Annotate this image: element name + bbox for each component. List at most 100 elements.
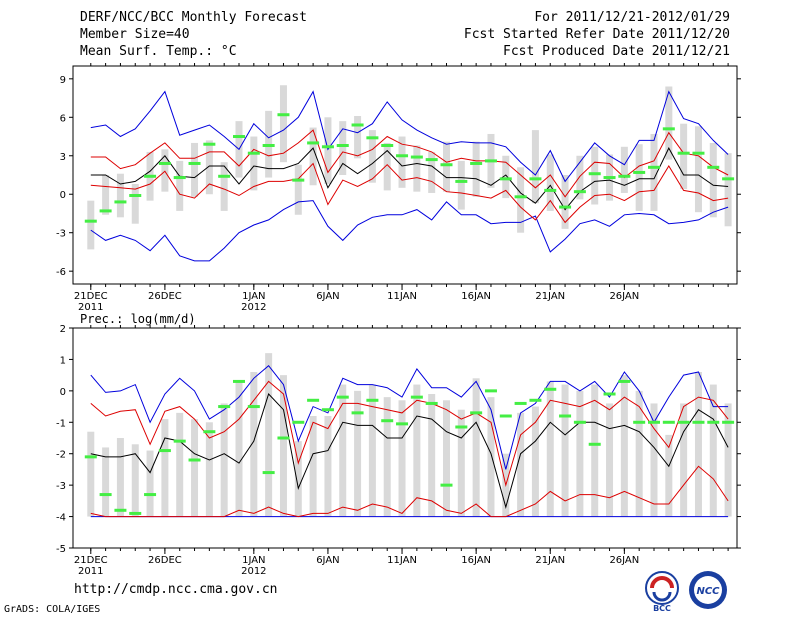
obs-mark: [84, 455, 97, 459]
spread-box: [131, 183, 139, 224]
spread-box: [87, 200, 95, 250]
spread-box: [339, 121, 347, 175]
obs-mark: [692, 420, 705, 424]
spread-box: [294, 164, 302, 215]
spread-box: [546, 381, 554, 517]
obs-mark: [514, 401, 527, 405]
obs-mark: [425, 401, 438, 405]
grads-credit: GrADS: COLA/IGES: [4, 604, 101, 615]
spread-box: [324, 416, 332, 517]
obs-mark: [559, 205, 572, 209]
y-tick-label: 6: [60, 113, 66, 124]
obs-mark: [470, 161, 483, 165]
spread-box: [205, 422, 213, 517]
obs-mark: [633, 420, 646, 424]
y-tick-label: -3: [56, 229, 66, 240]
obs-mark: [307, 141, 320, 145]
outer-min-line: [90, 200, 729, 262]
spread-box: [472, 141, 480, 197]
obs-mark: [218, 174, 231, 178]
spread-box: [457, 160, 465, 210]
obs-mark: [707, 165, 720, 169]
obs-mark: [262, 144, 275, 148]
obs-mark: [262, 471, 275, 475]
obs-mark: [366, 398, 379, 402]
obs-mark: [470, 411, 483, 415]
x-tick-label: 26JAN: [609, 555, 639, 566]
y-tick-label: 1: [60, 355, 66, 366]
source-url[interactable]: http://cmdp.ncc.cma.gov.cn: [74, 582, 278, 597]
spread-box: [443, 141, 450, 192]
median-line: [90, 393, 729, 509]
spread-box: [309, 416, 317, 517]
y-tick-label: -4: [56, 513, 66, 524]
obs-mark: [277, 113, 290, 117]
spread-box: [709, 142, 717, 218]
spread-box: [576, 155, 584, 200]
obs-mark: [307, 398, 320, 402]
obs-mark: [455, 179, 468, 183]
obs-mark: [633, 170, 646, 174]
spread-box: [443, 400, 450, 517]
spread-box: [502, 155, 510, 199]
obs-mark: [662, 127, 675, 131]
obs-mark: [381, 144, 394, 148]
obs-mark: [277, 436, 290, 440]
obs-mark: [618, 174, 631, 178]
spread-box: [413, 384, 421, 517]
x-tick-year: 2011: [78, 302, 103, 313]
spread-box: [620, 375, 628, 517]
spread-box: [694, 126, 702, 213]
panel2-label: Prec.: log(mm/d): [80, 312, 196, 326]
spread-box: [116, 173, 124, 218]
y-tick-label: -3: [56, 481, 66, 492]
obs-group: [84, 379, 735, 515]
obs-mark: [321, 408, 334, 412]
obs-mark: [677, 151, 690, 155]
obs-group: [84, 113, 735, 223]
spread-box: [368, 130, 376, 183]
spread-box: [368, 384, 376, 517]
spread-box: [561, 175, 569, 229]
obs-mark: [440, 483, 453, 487]
y-tick-label: 0: [60, 387, 66, 398]
obs-mark: [425, 158, 438, 162]
obs-mark: [484, 389, 497, 393]
spread-box: [102, 175, 110, 215]
x-tick-label: 26DEC: [148, 555, 182, 566]
obs-mark: [662, 420, 675, 424]
spread-box: [576, 390, 584, 517]
forecast-period: For 2011/12/21-2012/01/29: [534, 10, 730, 25]
spread-box: [606, 403, 614, 517]
spread-box: [191, 142, 199, 197]
spread-box: [205, 140, 213, 195]
x-tick-label: 11JAN: [387, 291, 417, 302]
spread-box: [294, 441, 302, 517]
median-line: [90, 147, 729, 211]
obs-mark: [573, 190, 586, 194]
y-tick-label: 3: [60, 152, 66, 163]
obs-mark: [692, 151, 705, 155]
spread-box: [279, 375, 287, 517]
obs-mark: [336, 395, 349, 399]
obs-mark: [529, 177, 542, 181]
spread-box: [354, 390, 362, 517]
spread-box: [398, 136, 406, 188]
spread-box: [680, 123, 688, 190]
obs-mark: [158, 449, 171, 453]
x-tick-label: 21JAN: [535, 555, 565, 566]
spread-box: [279, 85, 287, 163]
x-tick-label: 1JAN: [242, 291, 265, 302]
spread-box: [398, 400, 406, 517]
obs-mark: [114, 508, 127, 512]
x-tick-label: 6JAN: [316, 555, 339, 566]
obs-mark: [544, 387, 557, 391]
x-tick-label: 11JAN: [387, 555, 417, 566]
spread-box: [116, 438, 124, 517]
spread-box: [517, 167, 525, 233]
x-tick-label: 1JAN: [242, 555, 265, 566]
spread-box: [265, 353, 273, 517]
obs-mark: [99, 493, 112, 497]
